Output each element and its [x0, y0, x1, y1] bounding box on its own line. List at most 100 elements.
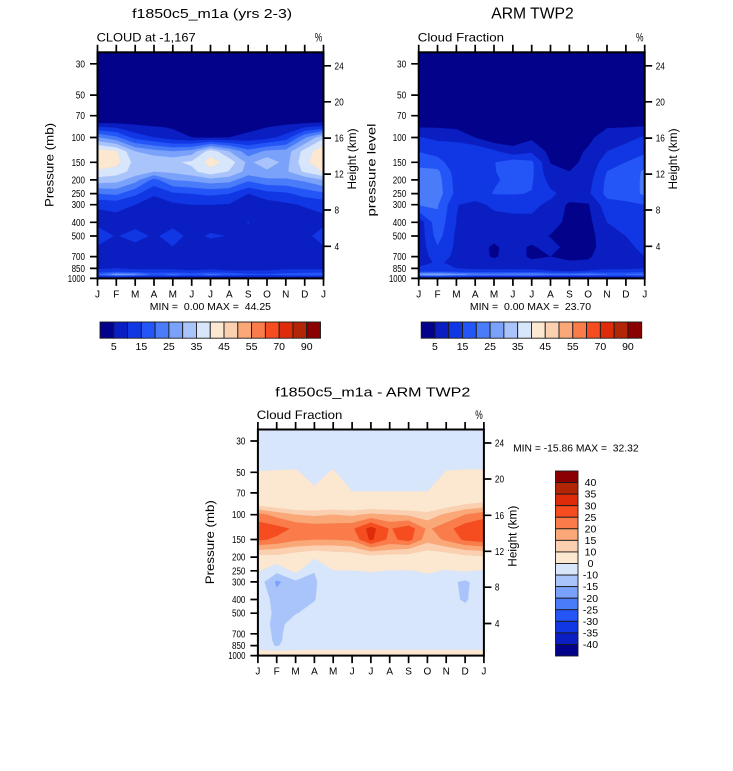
svg-text:16: 16: [335, 134, 345, 145]
svg-text:30: 30: [236, 437, 246, 448]
svg-text:150: 150: [232, 535, 246, 546]
svg-text:100: 100: [72, 133, 86, 144]
svg-text:500: 500: [72, 232, 86, 243]
svg-text:J: J: [350, 667, 355, 678]
svg-text:A: A: [151, 289, 158, 300]
svg-text:MIN = 0.00 MAX = 23.70: MIN = 0.00 MAX = 23.70: [470, 302, 592, 313]
svg-text:-30: -30: [583, 616, 598, 628]
svg-text:90: 90: [301, 341, 313, 353]
svg-text:12: 12: [656, 170, 666, 181]
svg-text:Height (km): Height (km): [666, 129, 680, 190]
svg-text:A: A: [547, 289, 554, 300]
svg-text:200: 200: [232, 553, 246, 564]
svg-text:20: 20: [585, 523, 597, 535]
svg-text:10: 10: [585, 547, 597, 559]
svg-text:250: 250: [72, 189, 86, 200]
svg-text:8: 8: [656, 206, 661, 217]
svg-text:MIN = -15.86 MAX = 32.32: MIN = -15.86 MAX = 32.32: [513, 444, 639, 455]
svg-text:S: S: [566, 289, 573, 300]
svg-text:12: 12: [495, 547, 505, 558]
svg-text:-25: -25: [583, 604, 598, 616]
svg-text:1000: 1000: [68, 274, 86, 285]
svg-text:J: J: [416, 289, 421, 300]
svg-text:J: J: [95, 289, 100, 300]
svg-text:70: 70: [595, 341, 607, 353]
svg-text:Pressure (mb): Pressure (mb): [43, 123, 57, 207]
svg-text:50: 50: [76, 91, 86, 102]
svg-text:Height (km): Height (km): [345, 129, 359, 190]
svg-text:O: O: [424, 667, 432, 678]
svg-text:850: 850: [72, 264, 86, 275]
svg-text:5: 5: [432, 341, 438, 353]
svg-text:J: J: [368, 667, 373, 678]
svg-text:4: 4: [656, 242, 661, 253]
svg-text:Cloud Fraction: Cloud Fraction: [418, 31, 504, 45]
svg-text:45: 45: [539, 341, 551, 353]
svg-text:70: 70: [76, 111, 86, 122]
svg-text:250: 250: [232, 566, 246, 577]
svg-text:20: 20: [335, 97, 345, 108]
svg-text:F: F: [113, 289, 119, 300]
svg-text:24: 24: [335, 61, 345, 72]
svg-text:D: D: [461, 667, 468, 678]
svg-text:J: J: [642, 289, 647, 300]
svg-text:A: A: [472, 289, 479, 300]
svg-text:200: 200: [72, 175, 86, 186]
svg-text:O: O: [584, 289, 592, 300]
svg-text:ARM TWP2: ARM TWP2: [491, 5, 574, 22]
svg-text:100: 100: [393, 133, 407, 144]
svg-text:15: 15: [135, 341, 147, 353]
svg-text:S: S: [245, 289, 252, 300]
svg-text:J: J: [481, 667, 486, 678]
svg-text:Pressure (mb): Pressure (mb): [203, 500, 217, 584]
svg-text:pressure level: pressure level: [365, 124, 379, 217]
svg-text:1000: 1000: [389, 274, 407, 285]
svg-text:700: 700: [393, 252, 407, 263]
svg-text:N: N: [443, 667, 450, 678]
svg-text:A: A: [311, 667, 318, 678]
svg-text:20: 20: [656, 97, 666, 108]
svg-text:M: M: [131, 289, 139, 300]
svg-text:55: 55: [246, 341, 258, 353]
svg-text:-40: -40: [583, 639, 598, 651]
svg-text:30: 30: [397, 59, 407, 70]
svg-text:J: J: [510, 289, 515, 300]
svg-text:D: D: [301, 289, 308, 300]
svg-text:A: A: [386, 667, 393, 678]
svg-text:25: 25: [163, 341, 175, 353]
svg-text:%: %: [636, 31, 644, 45]
svg-text:100: 100: [232, 510, 246, 521]
svg-text:8: 8: [335, 206, 340, 217]
svg-text:-10: -10: [583, 570, 598, 582]
svg-text:A: A: [226, 289, 233, 300]
svg-text:-35: -35: [583, 627, 598, 639]
svg-text:%: %: [315, 31, 323, 45]
svg-text:J: J: [208, 289, 213, 300]
svg-text:0: 0: [588, 558, 594, 570]
svg-text:850: 850: [393, 264, 407, 275]
svg-text:300: 300: [72, 200, 86, 211]
svg-text:4: 4: [495, 619, 500, 630]
svg-text:500: 500: [393, 232, 407, 243]
svg-text:J: J: [189, 289, 194, 300]
svg-text:50: 50: [236, 468, 246, 479]
svg-text:150: 150: [72, 158, 86, 169]
svg-text:f1850c5_m1a - ARM TWP2: f1850c5_m1a - ARM TWP2: [275, 385, 470, 400]
svg-text:Height (km): Height (km): [505, 506, 519, 567]
svg-text:8: 8: [495, 583, 500, 594]
svg-text:J: J: [255, 667, 260, 678]
svg-text:4: 4: [335, 242, 340, 253]
svg-text:D: D: [622, 289, 629, 300]
svg-text:F: F: [274, 667, 280, 678]
svg-text:-20: -20: [583, 593, 598, 605]
svg-text:S: S: [405, 667, 412, 678]
svg-text:M: M: [490, 289, 498, 300]
svg-text:25: 25: [484, 341, 496, 353]
svg-text:200: 200: [393, 175, 407, 186]
svg-text:J: J: [529, 289, 534, 300]
svg-text:35: 35: [585, 489, 597, 501]
svg-text:F: F: [434, 289, 440, 300]
svg-text:55: 55: [567, 341, 579, 353]
svg-text:45: 45: [218, 341, 230, 353]
svg-text:30: 30: [585, 500, 597, 512]
